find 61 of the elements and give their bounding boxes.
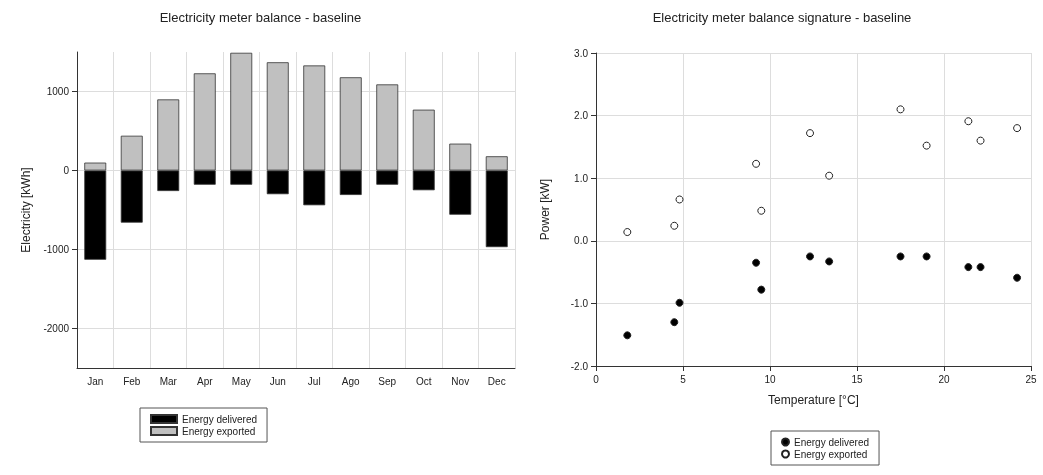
- y-tick-label: -1000: [43, 244, 70, 255]
- x-tick-label: 10: [764, 373, 776, 385]
- y-tick-label: 1000: [46, 86, 70, 97]
- point: [825, 257, 834, 266]
- legend-label: Energy delivered: [794, 436, 870, 448]
- x-tick-label: 15: [851, 373, 863, 385]
- x-tick-label: Ago: [341, 375, 361, 387]
- point: [976, 136, 985, 145]
- point: [825, 171, 834, 180]
- point: [806, 252, 815, 261]
- x-tick-label: Nov: [451, 375, 470, 387]
- x-tick-label: Dec: [487, 375, 506, 387]
- y-tick-label: 1.0: [574, 172, 589, 184]
- y-axis-title: Electricity [kWh]: [19, 167, 33, 253]
- x-tick-label: Feb: [123, 375, 141, 387]
- legend-label: Energy exported: [182, 425, 256, 437]
- y-tick-label: -2000: [43, 323, 70, 334]
- chart-title: Electricity meter balance signature - baseline: [652, 10, 912, 25]
- point: [670, 221, 679, 230]
- x-tick-label: Jun: [269, 375, 286, 387]
- x-tick-label: May: [231, 375, 251, 387]
- point: [675, 195, 684, 204]
- x-tick-label: Jan: [87, 375, 104, 387]
- y-tick-label: -2.0: [570, 360, 589, 372]
- x-tick-label: Apr: [196, 375, 214, 387]
- x-tick-label: Mar: [159, 375, 178, 387]
- point: [922, 141, 931, 150]
- y-tick-label: 2.0: [574, 110, 589, 122]
- x-tick-label: 5: [680, 373, 687, 385]
- x-tick-label: Jul: [307, 375, 321, 387]
- point: [623, 228, 632, 237]
- legend-label: Energy delivered: [182, 413, 258, 425]
- y-tick-label: 0: [63, 165, 70, 176]
- point: [1013, 124, 1022, 133]
- point: [752, 258, 761, 267]
- x-tick-label: 0: [593, 373, 600, 385]
- point: [623, 331, 632, 340]
- point: [670, 318, 679, 327]
- x-tick-label: 25: [1025, 373, 1037, 385]
- x-axis-title: Temperature [°C]: [768, 393, 859, 407]
- y-tick-label: -1.0: [570, 297, 589, 309]
- x-tick-label: Oct: [415, 375, 432, 387]
- point: [896, 252, 905, 261]
- point: [675, 298, 684, 307]
- point: [1013, 273, 1022, 282]
- point: [964, 263, 973, 272]
- x-tick-label: 20: [938, 373, 950, 385]
- legend-label: Energy exported: [794, 448, 868, 460]
- point: [752, 159, 761, 168]
- x-tick-label: Sep: [378, 375, 397, 387]
- point: [806, 129, 815, 138]
- point: [964, 117, 973, 126]
- point: [757, 285, 766, 294]
- point: [757, 206, 766, 215]
- point: [922, 252, 931, 261]
- chart-title: Electricity meter balance - baseline: [159, 10, 362, 25]
- point: [976, 263, 985, 272]
- y-tick-label: 0.0: [574, 235, 589, 247]
- y-tick-label: 3.0: [574, 47, 589, 59]
- point: [896, 105, 905, 114]
- y-axis-title: Power [kW]: [538, 178, 552, 241]
